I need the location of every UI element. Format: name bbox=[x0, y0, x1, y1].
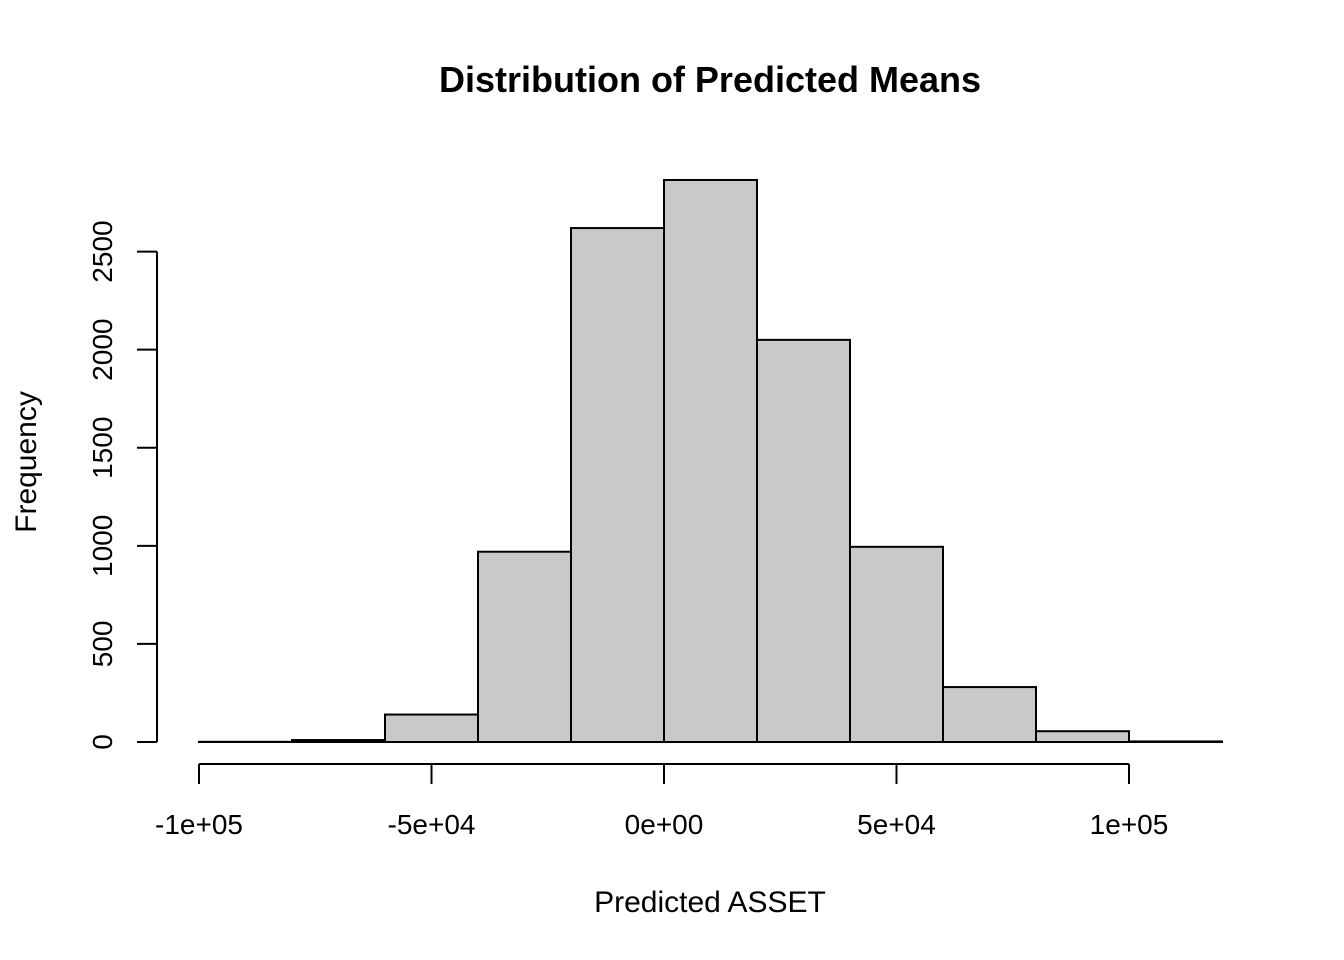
x-axis: -1e+05 -5e+04 0e+00 5e+04 1e+05 bbox=[155, 763, 1169, 840]
histogram-bar bbox=[663, 179, 758, 743]
x-tick-label: -5e+04 bbox=[388, 809, 476, 840]
y-tick-label: 0 bbox=[87, 734, 118, 750]
y-tick-label: 2500 bbox=[87, 220, 118, 282]
histogram-bar bbox=[291, 739, 386, 743]
histogram-bar bbox=[570, 227, 665, 744]
chart-title: Distribution of Predicted Means bbox=[439, 59, 981, 100]
y-tick-label: 500 bbox=[87, 621, 118, 668]
histogram-bar bbox=[942, 686, 1037, 744]
y-axis-label: Frequency bbox=[10, 391, 43, 533]
y-tick-label: 2000 bbox=[87, 319, 118, 381]
y-tick-label: 1500 bbox=[87, 417, 118, 479]
bars-group bbox=[198, 179, 1223, 744]
x-tick-label: -1e+05 bbox=[155, 809, 243, 840]
histogram-bar bbox=[384, 713, 479, 744]
histogram-bar bbox=[756, 338, 851, 743]
histogram-bar bbox=[1128, 740, 1223, 743]
x-axis-label: Predicted ASSET bbox=[594, 886, 826, 919]
histogram-bar bbox=[849, 545, 944, 743]
histogram-bar bbox=[1035, 730, 1130, 744]
x-tick-label: 0e+00 bbox=[625, 809, 704, 840]
y-axis: 0 500 1000 1500 2000 2500 bbox=[87, 220, 158, 750]
x-tick-label: 5e+04 bbox=[857, 809, 936, 840]
x-tick-label: 1e+05 bbox=[1090, 809, 1169, 840]
histogram-bar bbox=[477, 550, 572, 743]
y-tick-label: 1000 bbox=[87, 515, 118, 577]
